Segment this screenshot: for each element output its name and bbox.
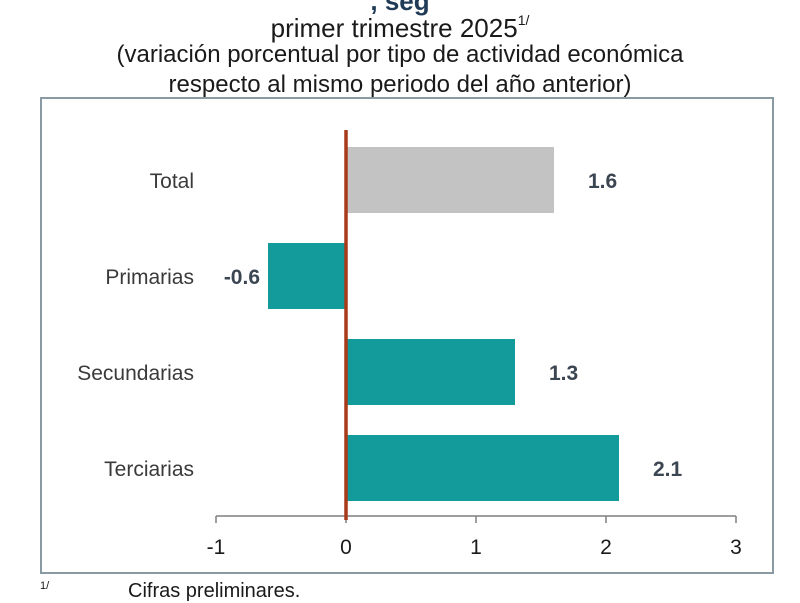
value-label-primarias: -0.6 — [224, 266, 260, 289]
chart-title-partial: , seg — [0, 0, 800, 17]
chart-frame — [40, 97, 774, 574]
bar-secundarias — [346, 339, 515, 405]
category-label-terciarias: Terciarias — [104, 458, 194, 481]
chart-title-footnote-mark: 1/ — [517, 12, 530, 28]
chart-title-partial-text: , seg — [370, 0, 430, 16]
footnote-text: Cifras preliminares. — [128, 580, 301, 602]
x-tick-label-3: 3 — [730, 536, 742, 559]
value-label-secundarias: 1.3 — [549, 362, 578, 385]
chart-subtitle: (variación porcentual por tipo de activi… — [0, 40, 800, 100]
footnote: 1/ Cifras preliminares. — [40, 578, 740, 602]
x-tick-label--1: -1 — [207, 536, 226, 559]
value-label-terciarias: 2.1 — [653, 458, 683, 481]
x-tick-label-0: 0 — [340, 536, 352, 559]
category-label-total: Total — [150, 170, 194, 193]
category-label-secundarias: Secundarias — [77, 362, 194, 385]
chart-title-text: primer trimestre 2025 — [270, 13, 518, 43]
value-label-total: 1.6 — [588, 170, 617, 193]
chart-title: primer trimestre 20251/ — [0, 4, 800, 44]
chart-subtitle-line-1: (variación porcentual por tipo de activi… — [116, 41, 684, 68]
bar-primarias — [268, 243, 346, 309]
x-tick-label-2: 2 — [600, 536, 612, 559]
bar-terciarias — [346, 435, 619, 501]
x-tick-label-1: 1 — [470, 536, 482, 559]
chart-subtitle-line-2: respecto al mismo periodo del año anteri… — [168, 71, 632, 98]
bar-total — [346, 147, 554, 213]
category-label-primarias: Primarias — [105, 266, 194, 289]
footnote-mark: 1/ — [40, 580, 50, 592]
